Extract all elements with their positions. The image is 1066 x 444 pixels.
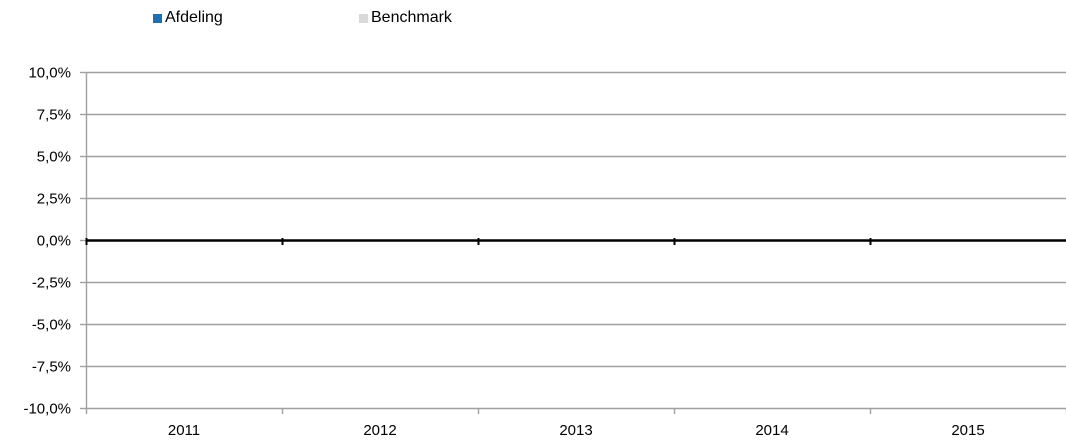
legend-item-afdeling: Afdeling — [153, 9, 223, 27]
x-tick-label-2015: 2015 — [951, 422, 984, 439]
y-tick-label-2: 5,0% — [37, 149, 71, 166]
x-tick-label-2014: 2014 — [755, 422, 788, 439]
legend-label-afdeling: Afdeling — [165, 9, 223, 26]
y-tick-label-5: -2,5% — [32, 275, 71, 292]
x-tick-label-2011: 2011 — [168, 422, 200, 439]
chart-legend: Afdeling Benchmark — [0, 9, 600, 33]
y-tick-label-7: -7,5% — [32, 359, 71, 376]
legend-item-benchmark: Benchmark — [359, 9, 452, 27]
y-tick-label-8: -10,0% — [23, 401, 71, 418]
legend-label-benchmark: Benchmark — [371, 9, 452, 26]
x-tick-label-2012: 2012 — [363, 422, 396, 439]
legend-swatch-afdeling — [153, 13, 162, 23]
legend-swatch-benchmark — [359, 13, 368, 23]
y-tick-label-4: 0,0% — [37, 233, 71, 250]
y-tick-label-6: -5,0% — [32, 317, 71, 334]
y-tick-label-0: 10,0% — [28, 65, 71, 82]
x-tick-label-2013: 2013 — [559, 422, 592, 439]
y-tick-label-3: 2,5% — [37, 191, 71, 208]
y-tick-label-1: 7,5% — [37, 107, 71, 124]
